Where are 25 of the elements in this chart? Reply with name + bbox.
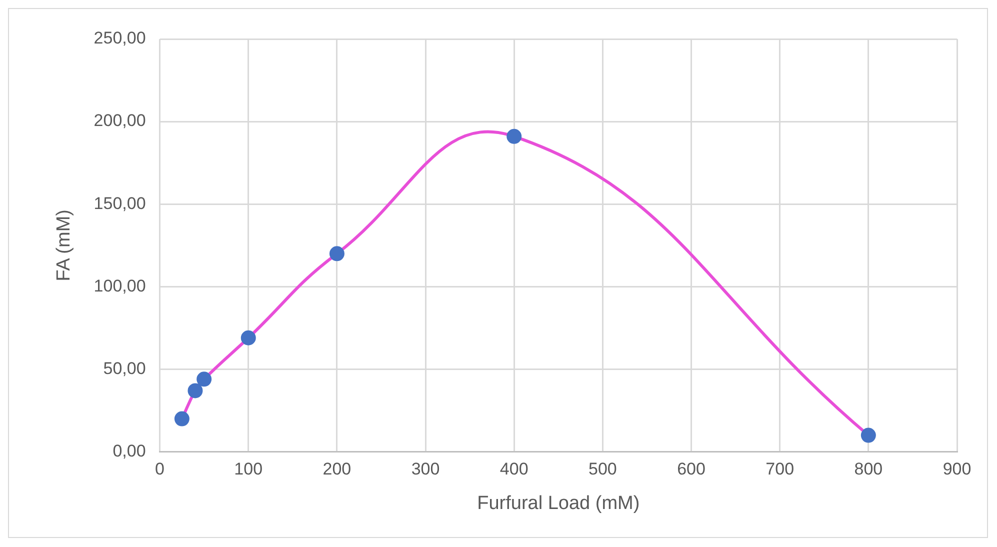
x-tick-label: 700 <box>766 460 794 479</box>
point <box>188 383 203 398</box>
x-tick-label: 200 <box>322 460 352 479</box>
point <box>329 246 344 262</box>
y-tick-label: 50,00 <box>103 358 146 378</box>
y-tick-label: 100,00 <box>94 276 146 296</box>
y-tick-label: 250,00 <box>94 28 146 48</box>
point <box>860 428 876 443</box>
x-tick-label: 600 <box>677 460 706 479</box>
point <box>506 128 522 144</box>
x-axis-title: Furfural Load (mM) <box>477 492 640 514</box>
x-tick-label: 400 <box>500 460 528 479</box>
y-tick-label: 0,00 <box>112 441 146 460</box>
point <box>240 330 256 346</box>
y-tick-label: 150,00 <box>94 194 146 213</box>
x-tick-label: 300 <box>411 460 440 479</box>
x-tick-label: 0 <box>155 460 165 479</box>
point <box>196 372 212 387</box>
y-axis-title: FA (mM) <box>54 210 75 282</box>
x-tick-label: 900 <box>942 460 972 479</box>
y-tick-label: 200,00 <box>94 111 146 130</box>
point <box>174 411 190 426</box>
x-tick-label: 100 <box>234 460 263 479</box>
x-tick-label: 800 <box>854 460 883 479</box>
x-tick-label: 500 <box>588 460 617 479</box>
